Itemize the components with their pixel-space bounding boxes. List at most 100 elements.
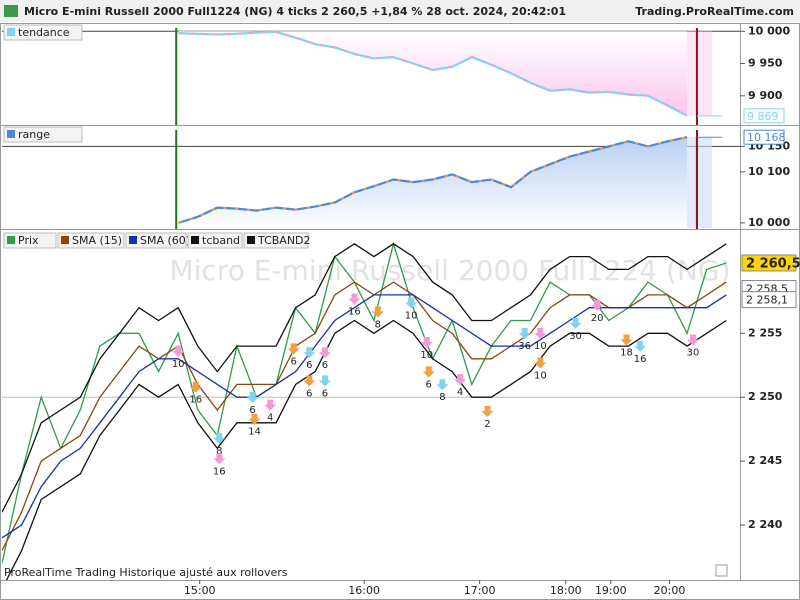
signal-label: 16: [634, 354, 647, 365]
legend-box: [3, 24, 83, 41]
area-extension: [687, 31, 713, 116]
header-title: Micro E-mini Russell 2000 Full1224 (NG) …: [24, 5, 566, 18]
last-box: [743, 129, 785, 145]
signal-label: 6: [322, 360, 328, 371]
legend-swatch: [129, 236, 137, 244]
signal-arrow: [454, 374, 467, 386]
legend-box: [125, 232, 187, 249]
signal-label: 8: [216, 446, 222, 457]
signal-label: 6: [306, 388, 312, 399]
signal-arrow: [620, 334, 633, 346]
signal-arrow: [189, 381, 202, 393]
series-line: [2, 294, 727, 539]
signal-label: 10: [405, 310, 418, 321]
legend-label: SMA (15): [72, 234, 122, 247]
signal-arrow: [248, 413, 261, 425]
signal-arrow: [213, 432, 226, 444]
panel: [2, 136, 740, 228]
y-tick-label: 10 000: [748, 24, 790, 37]
signal-arrow: [687, 334, 700, 346]
signal-label: 10: [534, 370, 547, 381]
signal-label: 6: [249, 405, 255, 416]
signal-arrow: [348, 293, 361, 305]
signal-label: 6: [306, 360, 312, 371]
x-tick-label: 16:00: [348, 584, 380, 597]
series-line-accent: [177, 136, 688, 224]
x-tick-label: 20:00: [654, 584, 686, 597]
signal-arrow: [303, 375, 316, 387]
signal-label: 36: [518, 341, 531, 352]
panel: Micro E-mini Russell 2000 Full1224 (NG) 1…: [2, 241, 740, 580]
y-tick-label: 10 100: [748, 165, 790, 178]
x-tick-label: 17:00: [464, 584, 496, 597]
signal-arrow: [534, 357, 547, 369]
last-label: 9 869: [747, 110, 779, 123]
watermark: Micro E-mini Russell 2000 Full1224 (NG): [169, 254, 730, 287]
signal-arrow: [303, 347, 316, 359]
signal-arrow: [569, 317, 582, 329]
series-line: [2, 241, 727, 564]
series-line-accent: [178, 30, 688, 117]
y-tick-label: 2 255: [748, 326, 782, 339]
signal-label: 10: [534, 341, 547, 352]
area-fill: [178, 137, 688, 228]
series-line: [5, 319, 727, 580]
signal-arrow: [436, 379, 449, 391]
legend-swatch: [7, 130, 15, 138]
signal-arrow: [634, 340, 647, 352]
header-bar: [0, 0, 800, 22]
signal-arrow: [246, 391, 259, 403]
signal-label: 10: [420, 350, 433, 361]
area-extension: [687, 137, 713, 228]
panel: [2, 30, 740, 117]
info-button[interactable]: [715, 564, 728, 577]
signal-arrow: [420, 337, 433, 349]
signal-arrow: [405, 297, 418, 309]
signal-label: 6: [290, 356, 296, 367]
legend-box: [3, 232, 57, 249]
y-tick-label: 2 250: [748, 390, 783, 403]
legend-label: SMA (60): [140, 234, 190, 247]
signal-label: 16: [213, 466, 226, 477]
signal-label: 8: [439, 392, 445, 403]
signal-label: 14: [248, 427, 261, 438]
x-tick-label: 15:00: [184, 584, 216, 597]
signal-arrow: [518, 328, 531, 340]
legend-label: TCBAND2: [257, 234, 311, 247]
y-tick-label: 9 900: [748, 89, 783, 102]
signal-arrow: [481, 406, 494, 418]
last-label: 10 168: [747, 131, 786, 144]
legend-label: Prix: [18, 234, 39, 247]
legend-swatch: [191, 236, 199, 244]
signal-label: 20: [591, 313, 604, 324]
signal-label: 16: [348, 307, 361, 318]
signal-arrow: [591, 299, 604, 311]
price-tag-label: 2 260,5: [746, 256, 800, 271]
signal-label: 4: [267, 413, 273, 424]
y-tick-label: 9 950: [748, 57, 783, 70]
legend-label: tcband: [202, 234, 240, 247]
signal-label: 6: [426, 379, 432, 390]
signal-label: 16: [189, 395, 202, 406]
x-tick-label: 18:00: [550, 584, 582, 597]
signal-arrow: [264, 399, 277, 411]
signal-arrow: [371, 306, 384, 318]
legend-swatch: [247, 236, 255, 244]
signal-label: 4: [457, 387, 463, 398]
signal-arrow: [172, 345, 185, 357]
y-tick-label: 2 245: [748, 454, 782, 467]
series-line: [2, 281, 727, 551]
signal-arrow: [213, 453, 226, 465]
signal-arrow: [318, 347, 331, 359]
price-tag: [741, 254, 797, 272]
signal-label: 10: [172, 359, 185, 370]
area-fill: [178, 31, 688, 116]
legend-box: [3, 126, 83, 143]
price-tag: [741, 291, 797, 309]
legend-swatch: [7, 28, 15, 36]
signal-arrow: [318, 375, 331, 387]
x-tick-label: 19:00: [595, 584, 627, 597]
price-tag-label: 2 258,1: [746, 294, 788, 307]
app-icon: [4, 5, 18, 17]
